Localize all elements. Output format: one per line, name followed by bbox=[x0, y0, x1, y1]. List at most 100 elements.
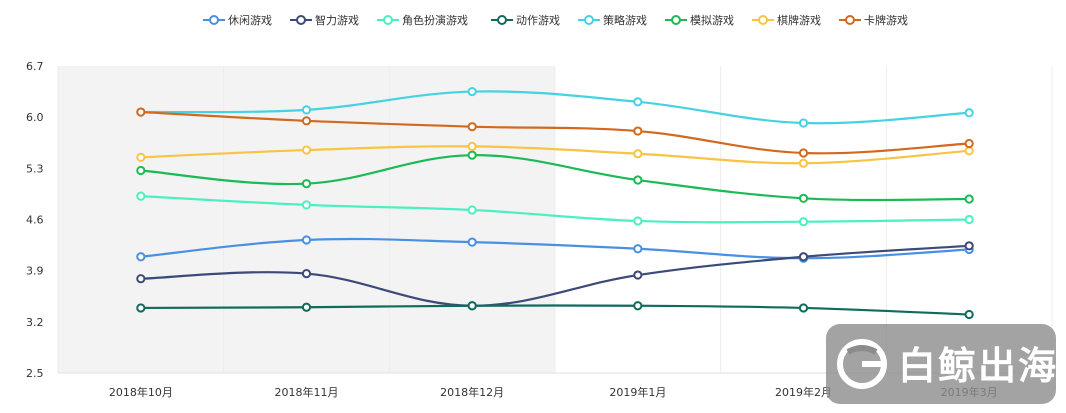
series-line bbox=[140, 244, 970, 307]
legend-label: 休闲游戏 bbox=[228, 13, 272, 27]
legend-item[interactable]: 棋牌游戏 bbox=[752, 13, 821, 27]
data-point[interactable] bbox=[136, 191, 146, 201]
data-point[interactable] bbox=[136, 165, 146, 176]
legend-marker bbox=[209, 15, 219, 25]
data-point[interactable] bbox=[798, 148, 809, 158]
data-point[interactable] bbox=[633, 97, 643, 107]
series-line bbox=[140, 237, 970, 260]
data-point[interactable] bbox=[633, 149, 643, 159]
legend-item[interactable]: 卡牌游戏 bbox=[839, 13, 908, 27]
legend-label: 角色扮演游戏 bbox=[402, 13, 468, 27]
data-point[interactable] bbox=[467, 86, 477, 97]
legend-item[interactable]: 休闲游戏 bbox=[203, 13, 272, 27]
legend-item[interactable]: 策略游戏 bbox=[578, 13, 647, 27]
data-point[interactable] bbox=[467, 301, 477, 311]
x-tick-label: 2018年11月 bbox=[275, 385, 339, 399]
data-point[interactable] bbox=[798, 217, 809, 227]
data-point[interactable] bbox=[964, 309, 974, 320]
legend[interactable]: 休闲游戏 智力游戏 角色扮演游戏 动作游戏 策略游戏 模拟游戏 棋牌游戏 卡牌游戏 bbox=[203, 13, 908, 27]
series-7 bbox=[136, 141, 974, 168]
data-point[interactable] bbox=[798, 252, 809, 262]
data-point[interactable] bbox=[301, 179, 312, 189]
legend-marker bbox=[296, 15, 306, 25]
data-point[interactable] bbox=[633, 301, 643, 311]
legend-label: 策略游戏 bbox=[603, 13, 647, 27]
data-point[interactable] bbox=[301, 116, 312, 126]
series-line bbox=[140, 154, 970, 202]
data-point[interactable] bbox=[467, 237, 477, 247]
y-tick-label: 6.0 bbox=[26, 111, 44, 124]
data-point[interactable] bbox=[798, 158, 809, 168]
data-point[interactable] bbox=[301, 235, 312, 245]
data-point[interactable] bbox=[301, 105, 312, 115]
y-tick-label: 3.9 bbox=[26, 265, 44, 278]
data-point[interactable] bbox=[798, 118, 809, 128]
data-point[interactable] bbox=[301, 200, 312, 210]
series-4 bbox=[136, 301, 974, 320]
data-point[interactable] bbox=[467, 122, 477, 132]
y-tick-label: 6.7 bbox=[26, 60, 44, 73]
whale-logo-icon bbox=[837, 339, 887, 389]
legend-marker bbox=[584, 15, 594, 25]
x-tick-label: 2018年12月 bbox=[440, 385, 504, 399]
data-point[interactable] bbox=[301, 302, 312, 312]
series-3 bbox=[136, 191, 974, 227]
legend-item[interactable]: 角色扮演游戏 bbox=[377, 13, 468, 27]
data-point[interactable] bbox=[136, 152, 146, 162]
y-tick-label: 4.6 bbox=[26, 214, 44, 227]
legend-marker bbox=[383, 15, 393, 25]
legend-marker bbox=[845, 15, 855, 25]
legend-marker bbox=[671, 15, 681, 25]
series-line bbox=[140, 145, 970, 165]
data-point[interactable] bbox=[467, 150, 477, 160]
y-tick-label: 2.5 bbox=[26, 367, 44, 380]
data-point[interactable] bbox=[136, 107, 146, 117]
x-tick-label: 2018年10月 bbox=[109, 385, 173, 399]
watermark-background bbox=[826, 324, 1056, 404]
series-line bbox=[140, 304, 970, 316]
data-point[interactable] bbox=[467, 205, 477, 215]
data-point[interactable] bbox=[633, 126, 643, 136]
data-point[interactable] bbox=[301, 268, 312, 279]
series-group bbox=[136, 86, 974, 320]
data-point[interactable] bbox=[964, 194, 974, 204]
data-point[interactable] bbox=[964, 108, 974, 118]
data-point[interactable] bbox=[633, 244, 643, 254]
series-line bbox=[140, 195, 970, 224]
legend-item[interactable]: 动作游戏 bbox=[491, 14, 560, 27]
data-point[interactable] bbox=[136, 274, 146, 284]
data-point[interactable] bbox=[633, 175, 643, 185]
data-point[interactable] bbox=[798, 303, 809, 313]
data-point[interactable] bbox=[136, 252, 146, 262]
y-axis-ticks: 2.5 3.2 3.9 4.6 5.3 6.0 6.7 bbox=[26, 60, 44, 380]
legend-item[interactable]: 模拟游戏 bbox=[665, 13, 734, 27]
legend-label: 模拟游戏 bbox=[690, 13, 734, 27]
legend-item[interactable]: 智力游戏 bbox=[290, 13, 359, 27]
legend-label: 动作游戏 bbox=[516, 14, 560, 27]
data-point[interactable] bbox=[301, 145, 312, 155]
data-point[interactable] bbox=[633, 270, 643, 280]
x-tick-label: 2019年1月 bbox=[609, 385, 666, 399]
watermark-text: 白鲸出海 bbox=[898, 344, 1058, 388]
data-point[interactable] bbox=[798, 193, 809, 203]
legend-marker bbox=[758, 15, 768, 25]
data-point[interactable] bbox=[136, 303, 146, 313]
series-line bbox=[140, 90, 970, 125]
legend-label: 棋牌游戏 bbox=[777, 13, 821, 27]
y-tick-label: 3.2 bbox=[26, 316, 44, 329]
y-tick-label: 5.3 bbox=[26, 162, 44, 175]
data-point[interactable] bbox=[633, 216, 643, 226]
legend-label: 智力游戏 bbox=[315, 13, 359, 27]
series-8 bbox=[136, 107, 974, 158]
data-point[interactable] bbox=[964, 138, 974, 149]
legend-marker bbox=[497, 15, 507, 25]
legend-label: 卡牌游戏 bbox=[864, 13, 908, 27]
series-line bbox=[140, 110, 970, 155]
data-point[interactable] bbox=[964, 146, 974, 156]
data-point[interactable] bbox=[467, 141, 477, 152]
series-6 bbox=[136, 150, 974, 204]
watermark: 白鲸出海 bbox=[826, 324, 1058, 404]
data-point[interactable] bbox=[964, 214, 974, 225]
data-point[interactable] bbox=[964, 241, 974, 251]
x-tick-label: 2019年2月 bbox=[775, 385, 832, 399]
